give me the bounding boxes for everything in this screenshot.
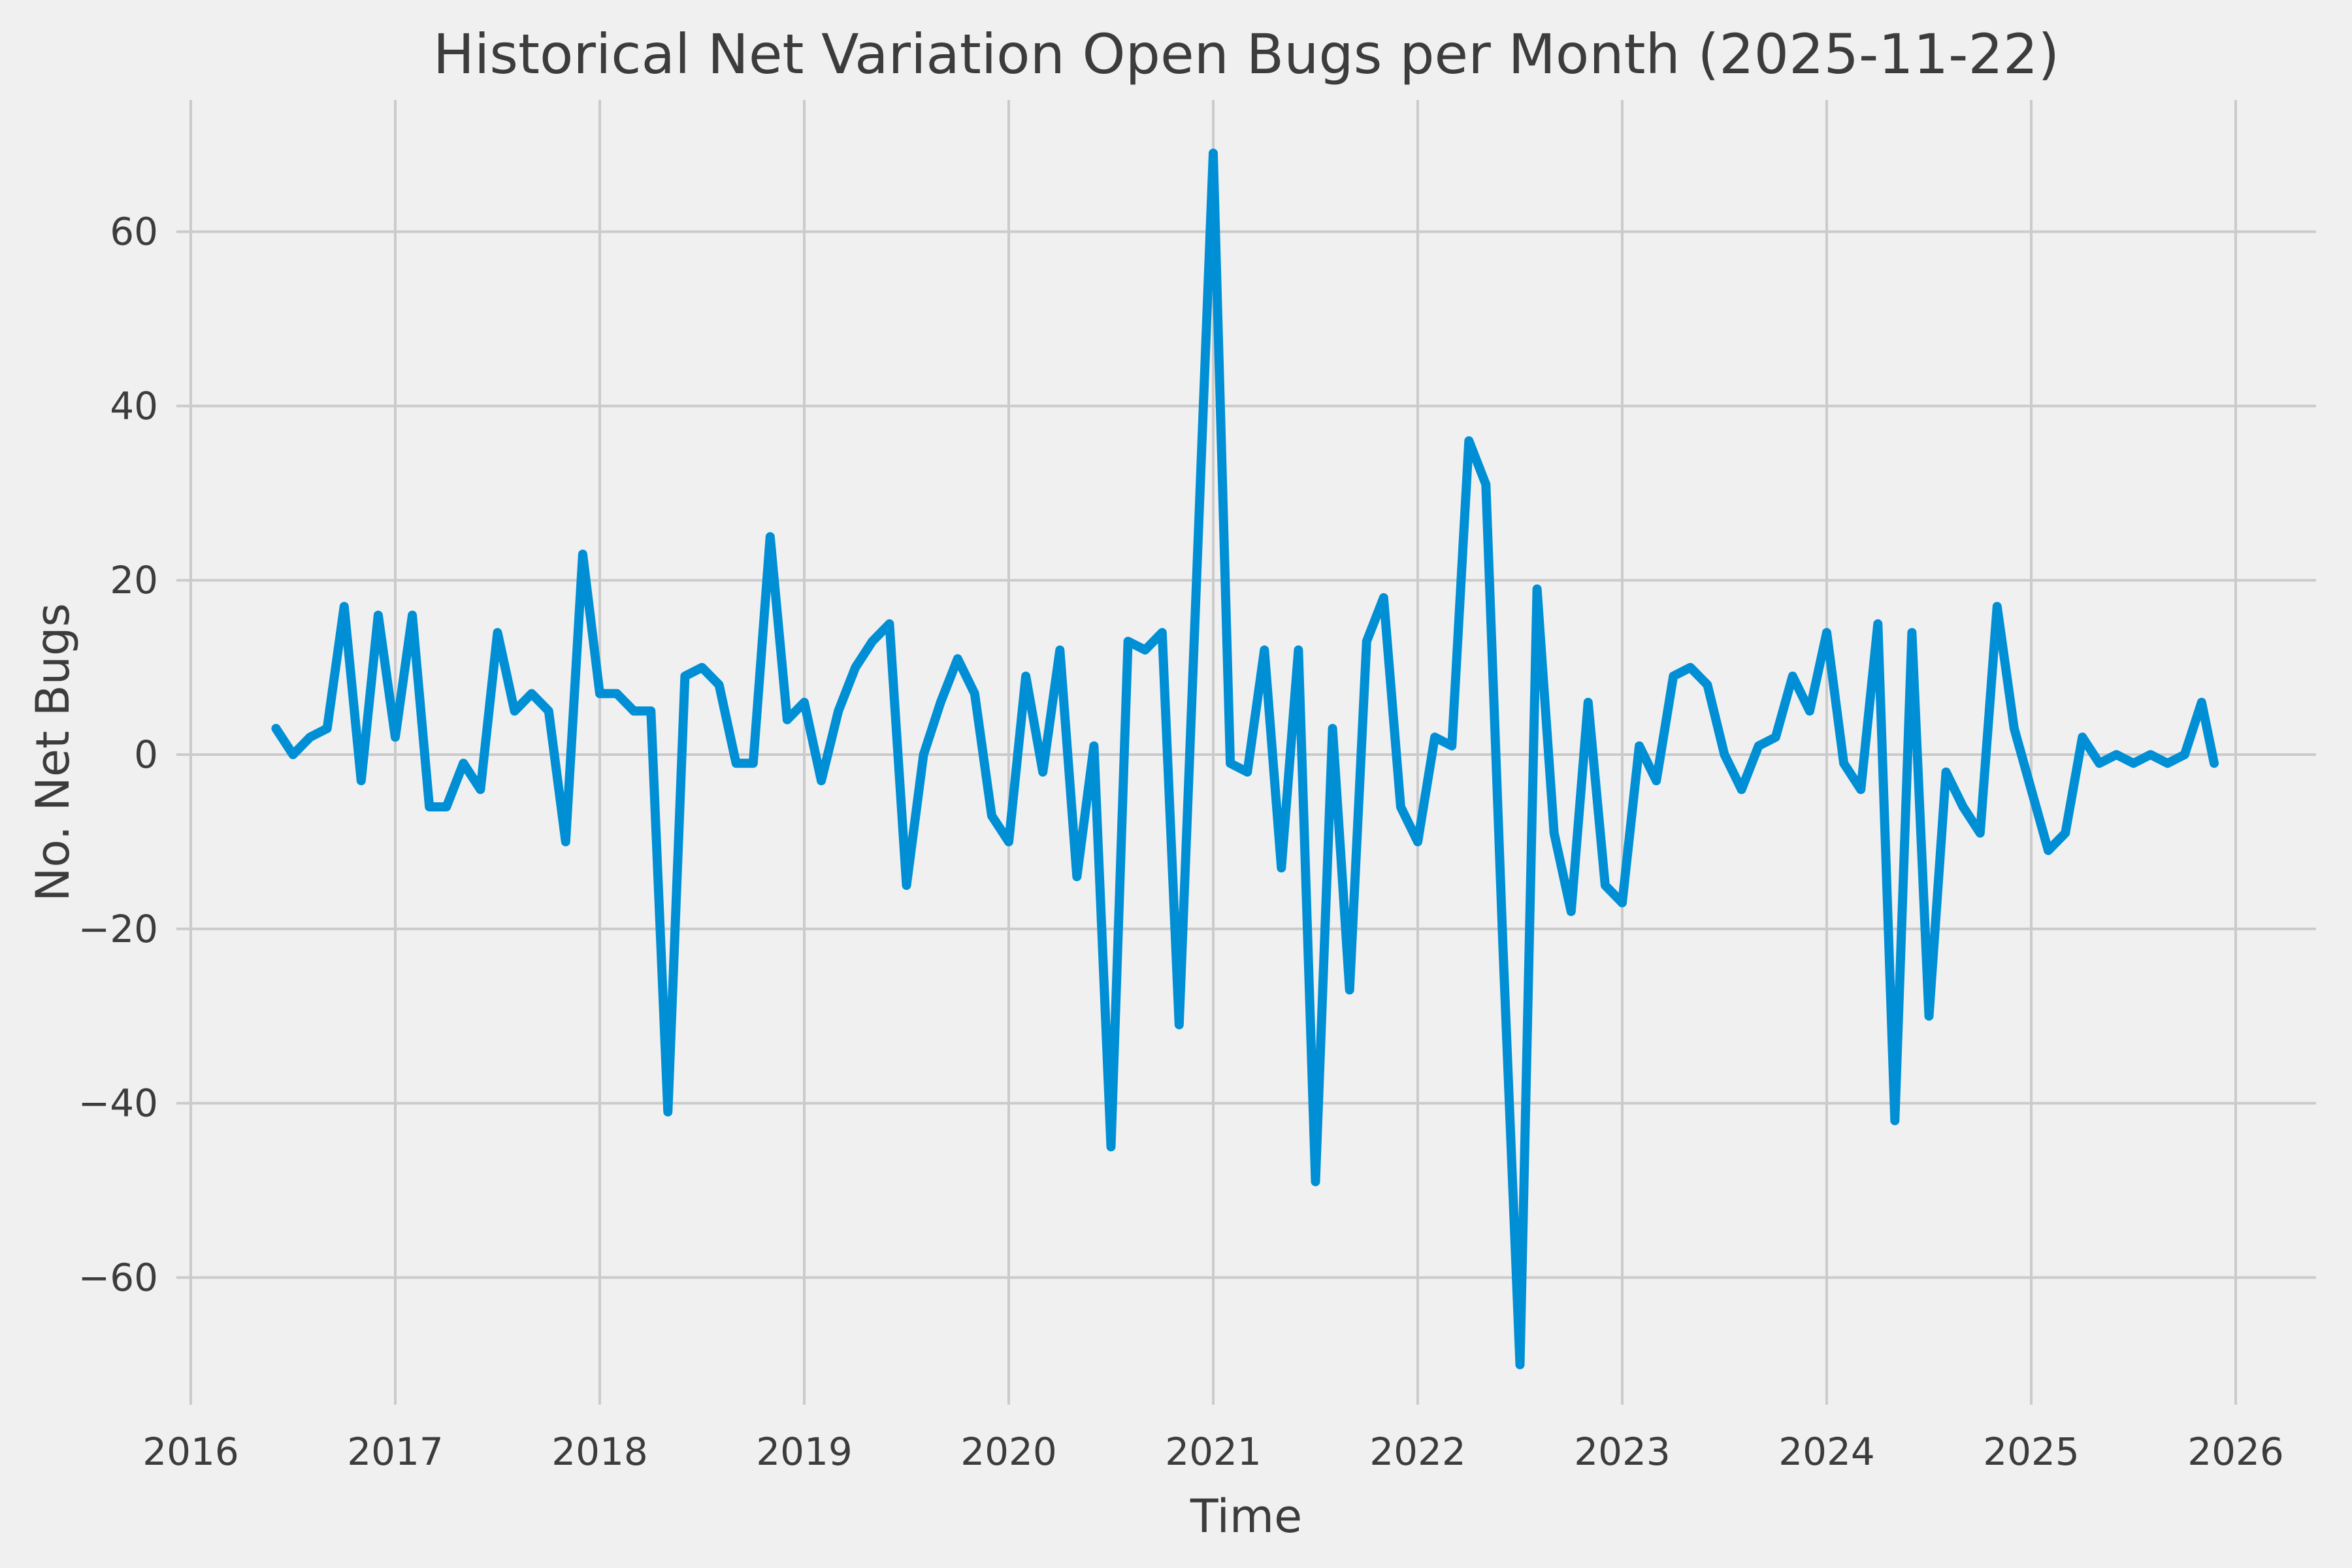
x-tick-2022: 2022 [1369,1429,1466,1474]
y-tick--40: −40 [78,1081,158,1126]
x-tick-2021: 2021 [1165,1429,1262,1474]
y-axis-label: No. Net Bugs [26,603,80,902]
data-line-series [271,148,2219,1369]
y-tick-40: 40 [110,384,158,428]
x-axis-tick-labels: 2016 2017 2018 2019 2020 2021 2022 2023 2024 2025… [142,1429,2284,1474]
x-tick-2025: 2025 [1983,1429,2080,1474]
x-tick-2017: 2017 [347,1429,444,1474]
x-tick-2019: 2019 [756,1429,853,1474]
x-tick-2024: 2024 [1778,1429,1875,1474]
x-tick-2020: 2020 [960,1429,1057,1474]
gridlines [176,100,2316,1405]
chart-title: Historical Net Variation Open Bugs per M… [433,22,2059,86]
y-tick-60: 60 [110,210,158,254]
x-axis-label: Time [1190,1490,1302,1543]
y-tick-0: 0 [134,732,158,777]
x-tick-2018: 2018 [551,1429,648,1474]
y-tick--20: −20 [78,907,158,951]
y-tick--60: −60 [78,1255,158,1299]
y-axis-tick-labels: 60 40 20 0 −20 −40 −60 [78,210,158,1300]
x-tick-2023: 2023 [1574,1429,1671,1474]
x-tick-2016: 2016 [142,1429,239,1474]
y-tick-20: 20 [110,558,158,602]
x-tick-2026: 2026 [2187,1429,2284,1474]
